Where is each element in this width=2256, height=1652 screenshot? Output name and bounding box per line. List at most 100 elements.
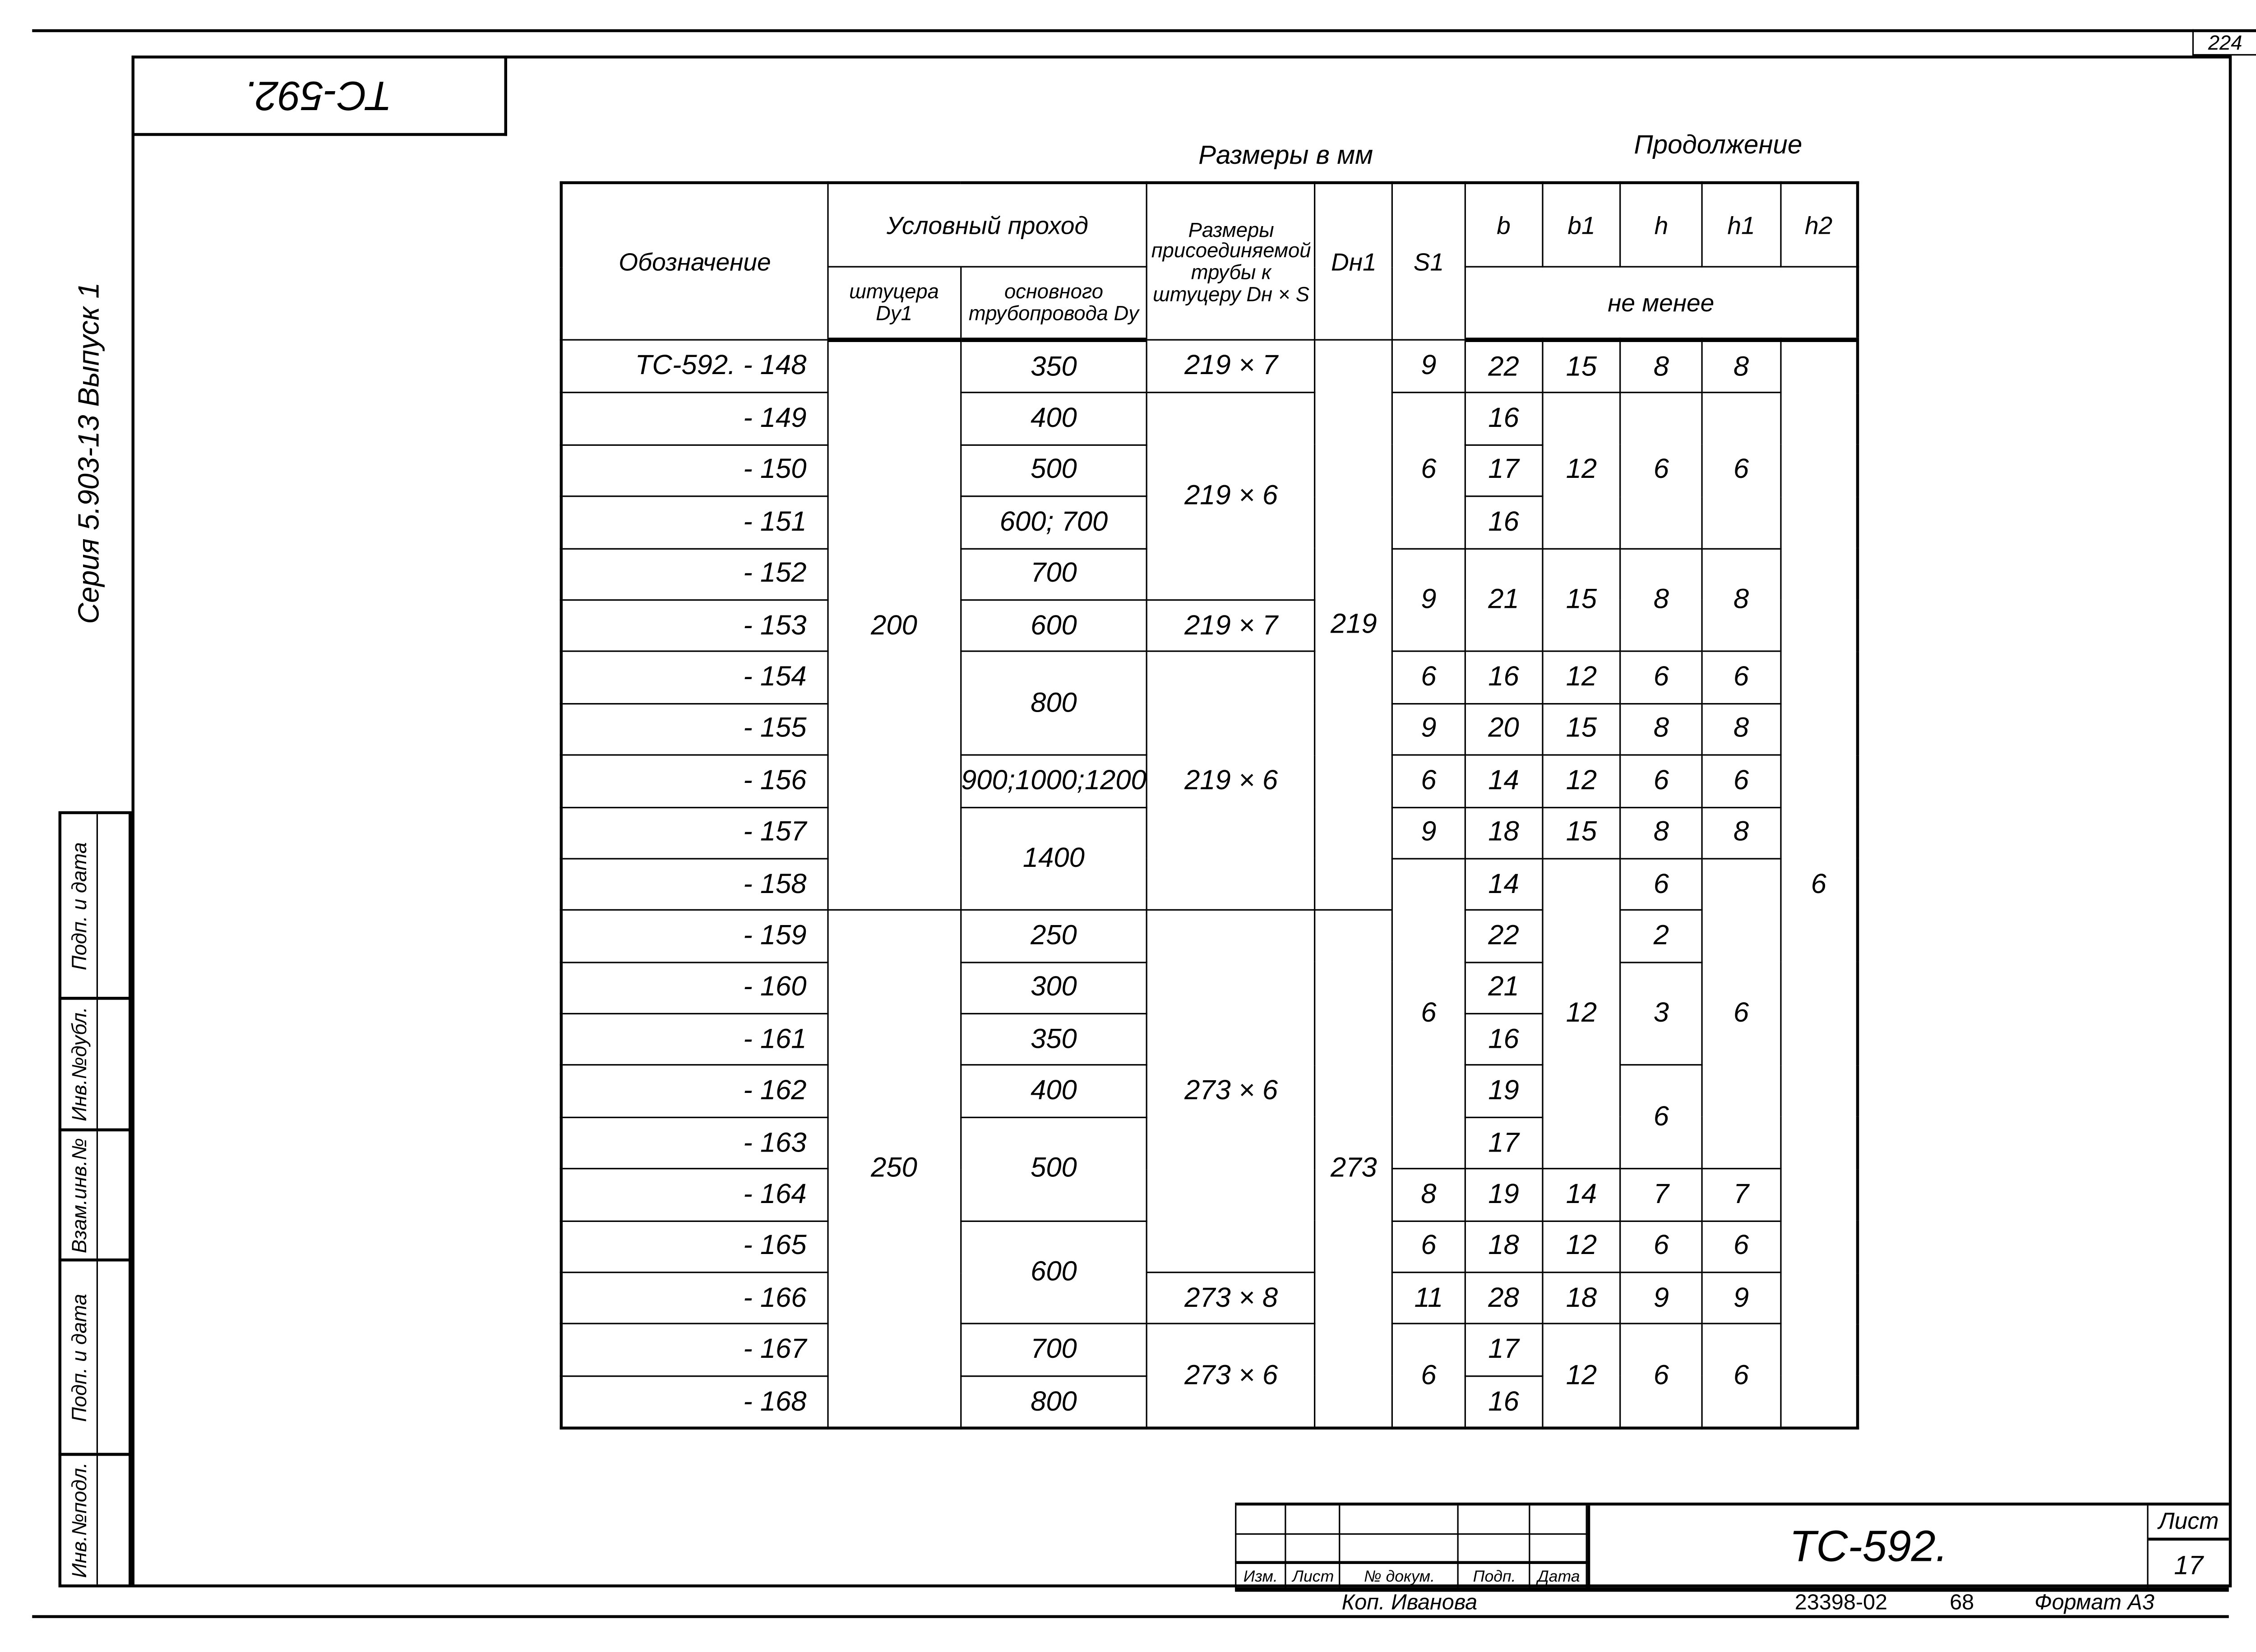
table-row: - 163 500 17 xyxy=(560,1116,1858,1222)
table-row: - 159 250 250 273 × 6 273 22 2 xyxy=(560,909,1858,1429)
b1-cell: 15 xyxy=(1541,806,1622,860)
h1-cell: 6 xyxy=(1701,392,1781,549)
header-h1: h1 xyxy=(1701,182,1781,268)
header-not-less: не менее xyxy=(1464,266,1858,342)
order-number: 23398-02 xyxy=(1794,1590,1888,1615)
s1-cell: 6 xyxy=(1392,651,1466,704)
s1-cell: 9 xyxy=(1392,703,1466,756)
header-s1: S1 xyxy=(1392,182,1466,341)
title-block-bottom-line xyxy=(1235,1587,2229,1591)
header-designation: Обозначение xyxy=(560,182,829,341)
dimensions-table: Обозначение Условный проход Размеры прис… xyxy=(559,181,1859,1430)
label-doc-no: № докум. xyxy=(1364,1568,1435,1586)
b-cell: 16 xyxy=(1464,1013,1543,1066)
designation-cell: - 154 xyxy=(560,651,829,704)
table-row: - 157 1400 9 18 15 8 8 xyxy=(560,806,1858,911)
b1-cell: 15 xyxy=(1541,703,1622,756)
dy-cell: 350 xyxy=(959,339,1148,394)
designation-cell: - 165 xyxy=(560,1220,829,1273)
table-row: - 151 600; 700 16 xyxy=(560,495,1858,549)
dn1-cell: 273 xyxy=(1314,909,1393,1429)
table-row: - 153 600 219 × 7 xyxy=(560,599,1858,652)
h1-cell: 6 xyxy=(1701,858,1781,1170)
h1-cell: 8 xyxy=(1701,547,1781,652)
table-row: - 161 350 16 xyxy=(560,1013,1858,1066)
b-cell: 16 xyxy=(1464,1375,1543,1429)
h1-cell: 8 xyxy=(1701,339,1781,394)
table-row: ТС-592. - 148 200 350 219 × 7 219 9 22 15 8 8 6 xyxy=(560,339,1858,1429)
dy-cell: 700 xyxy=(959,547,1148,601)
s1-cell: 11 xyxy=(1392,1272,1466,1325)
h-cell: 6 xyxy=(1620,1064,1703,1170)
h1-cell: 7 xyxy=(1701,1168,1781,1222)
table-row: - 156 900;1000;1200 6 14 12 6 6 xyxy=(560,754,1858,808)
table-row: - 167 700 273 × 6 6 17 12 6 6 xyxy=(560,1323,1858,1429)
dy-cell: 500 xyxy=(959,1116,1148,1222)
b1-cell: 12 xyxy=(1541,754,1622,808)
b-cell: 17 xyxy=(1464,1116,1543,1170)
b1-cell: 12 xyxy=(1541,858,1622,1170)
designation-cell: - 149 xyxy=(560,392,829,446)
sheet-cell: Лист 17 xyxy=(2148,1505,2229,1590)
designation-cell: - 167 xyxy=(560,1323,829,1377)
dns-cell: 273 × 6 xyxy=(1146,909,1316,1273)
b-cell: 16 xyxy=(1464,651,1543,704)
title-block: Изм. Лист № докум. Подп. Дата ТС-592. Ли… xyxy=(1235,1502,2229,1591)
b-cell: 17 xyxy=(1464,444,1543,497)
header-pipe-size: Размеры присоединяемой трубы к штуцеру D… xyxy=(1146,182,1316,341)
dy-cell: 500 xyxy=(959,444,1148,497)
designation-cell: - 160 xyxy=(560,961,829,1015)
corner-code: ТС-592. xyxy=(244,72,392,118)
b1-cell: 15 xyxy=(1541,547,1622,652)
stamp-label: Подп. и дата xyxy=(67,1293,91,1421)
h-cell: 8 xyxy=(1620,806,1703,860)
s1-cell: 6 xyxy=(1392,1220,1466,1273)
dy-cell: 600 xyxy=(959,1220,1148,1325)
continuation-caption: Продолжение xyxy=(1634,130,1803,160)
b-cell: 21 xyxy=(1464,547,1543,652)
stamp-cell-dup-inv: Инв.№дубл. xyxy=(58,997,132,1132)
document-title: ТС-592. xyxy=(1587,1505,2149,1591)
outer-top-line xyxy=(32,29,2256,32)
designation-cell: - 152 xyxy=(560,547,829,601)
h1-cell: 6 xyxy=(1701,754,1781,808)
h-cell: 6 xyxy=(1620,858,1703,912)
dn1-cell: 219 xyxy=(1314,339,1393,911)
h-cell: 6 xyxy=(1620,1323,1703,1429)
h1-cell: 6 xyxy=(1701,1323,1781,1429)
h-cell: 6 xyxy=(1620,754,1703,808)
stamp-cell-orig-inv: Инв.№подл. xyxy=(58,1453,132,1587)
units-caption: Размеры в мм xyxy=(1198,140,1373,170)
h-cell: 8 xyxy=(1620,547,1703,652)
table-row: - 165 600 6 18 12 6 6 xyxy=(560,1220,1858,1325)
designation-cell: - 151 xyxy=(560,495,829,549)
designation-cell: - 168 xyxy=(560,1375,829,1429)
header-h: h xyxy=(1620,182,1703,268)
h-cell: 7 xyxy=(1620,1168,1703,1222)
h1-cell: 8 xyxy=(1701,703,1781,756)
table-body: ТС-592. - 148 200 350 219 × 7 219 9 22 15 8 8 6- 1… xyxy=(560,339,1858,1429)
designation-cell: - 166 xyxy=(560,1272,829,1325)
s1-cell: 8 xyxy=(1392,1168,1466,1222)
dy1-cell: 200 xyxy=(827,339,962,911)
stamp-label: Взам.инв.№ xyxy=(67,1137,91,1253)
dy-cell: 900;1000;1200 xyxy=(959,754,1148,808)
header-nominal-bore: Условный проход xyxy=(827,182,1148,268)
stamp-cell-sign-date-1: Подп. и дата xyxy=(58,811,132,1000)
copied-by: Коп. Иванова xyxy=(1341,1590,1478,1615)
b1-cell: 12 xyxy=(1541,651,1622,704)
dy-cell: 800 xyxy=(959,1375,1148,1429)
header-b: b xyxy=(1464,182,1543,268)
table-row: - 160 300 21 3 xyxy=(560,961,1858,1066)
dy1-cell: 250 xyxy=(827,909,962,1429)
corner-code-box: ТС-592. xyxy=(131,56,508,136)
sheet-value: 17 xyxy=(2174,1550,2204,1580)
h-cell: 9 xyxy=(1620,1272,1703,1325)
b1-cell: 18 xyxy=(1541,1272,1622,1325)
revision-grid: Изм. Лист № докум. Подп. Дата xyxy=(1235,1505,1587,1591)
h1-cell: 8 xyxy=(1701,806,1781,860)
dy-cell: 700 xyxy=(959,1323,1148,1377)
table-row: - 150 500 17 xyxy=(560,444,1858,497)
table-row: - 162 400 19 6 xyxy=(560,1064,1858,1170)
b1-cell: 15 xyxy=(1541,339,1622,394)
